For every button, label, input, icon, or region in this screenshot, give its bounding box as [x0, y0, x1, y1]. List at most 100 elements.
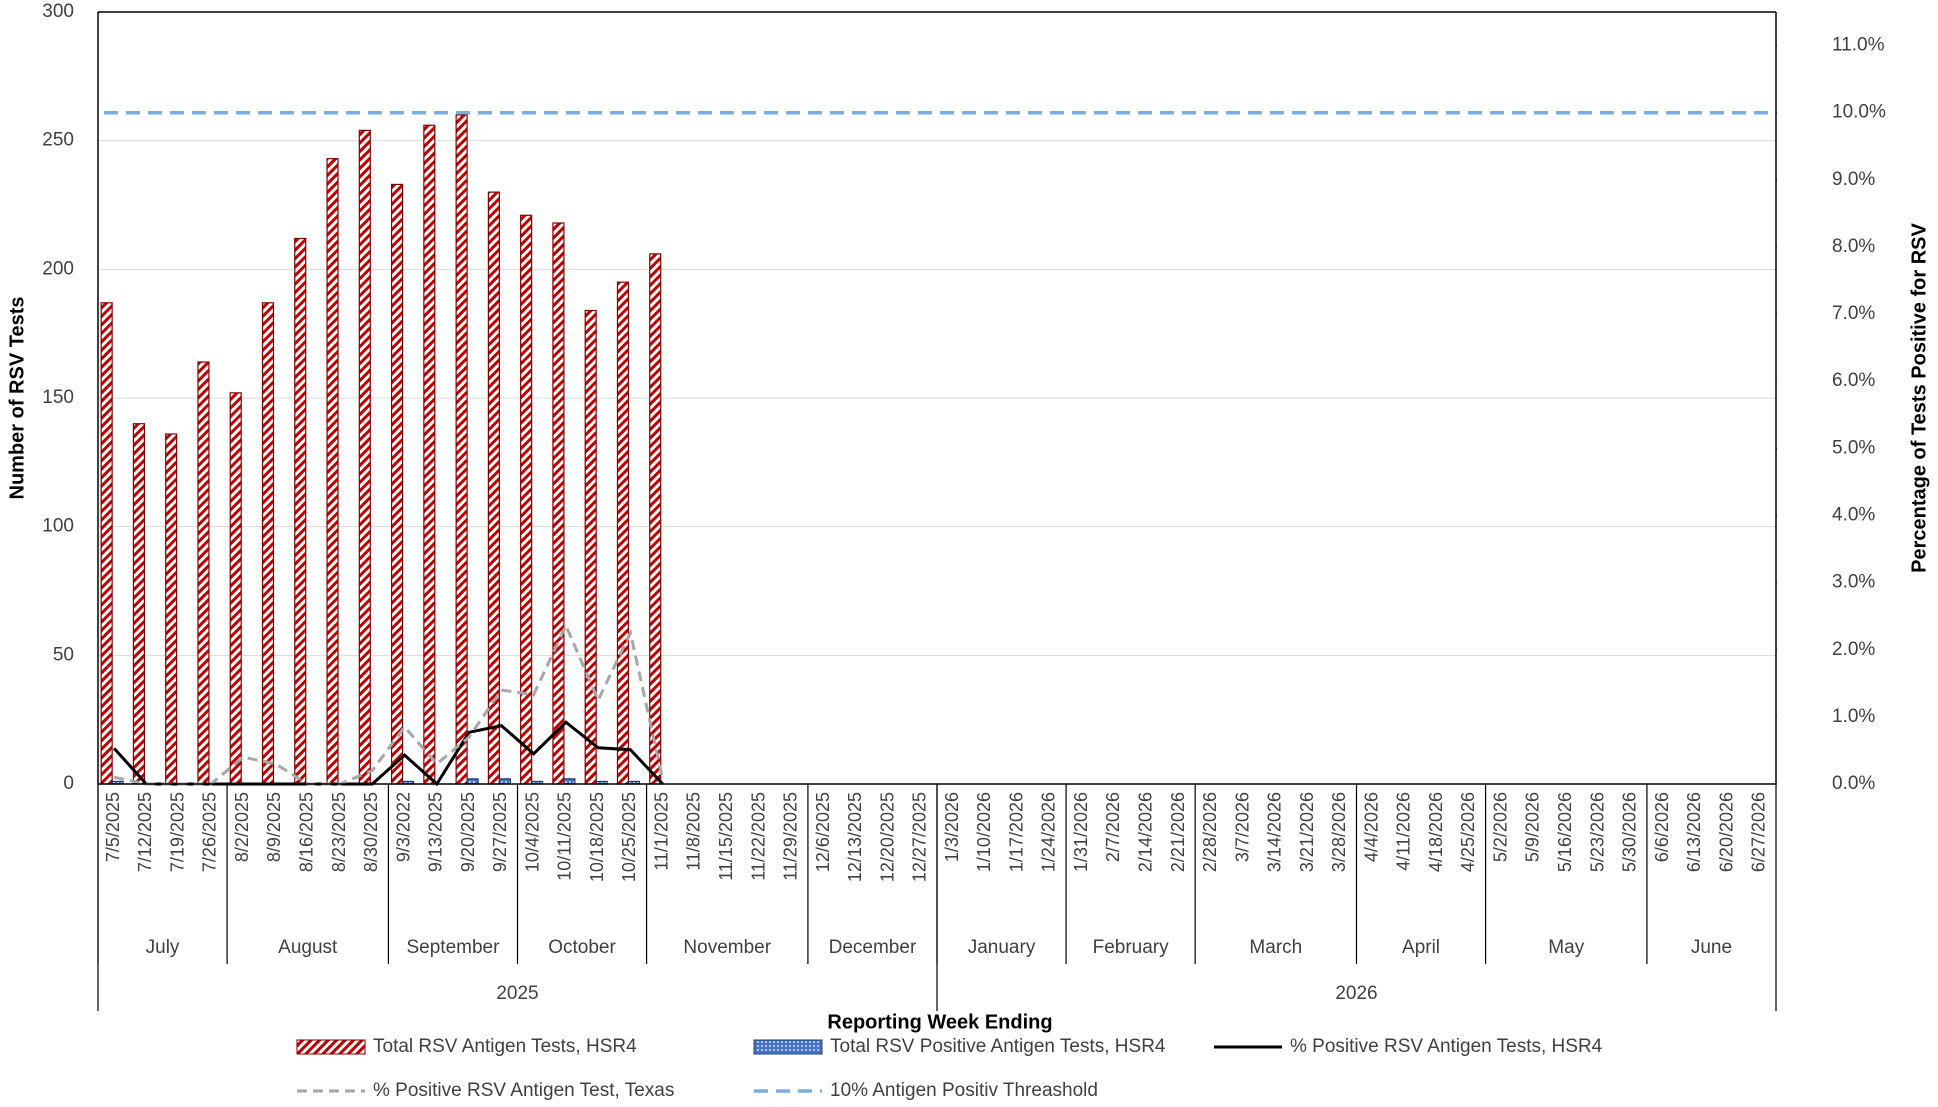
bar [358, 129, 371, 785]
bar [649, 253, 662, 785]
x-tick-label: 2/7/2026 [1103, 792, 1123, 862]
bar [261, 302, 275, 785]
x-tick-label: 4/11/2026 [1394, 792, 1414, 871]
bar [165, 433, 178, 785]
x-tick-label: 11/29/2025 [781, 792, 801, 881]
x-tick-label: 11/1/2025 [651, 792, 671, 871]
y-tick-label: 50 [53, 644, 74, 665]
x-tick-label: 2/14/2026 [1136, 792, 1156, 872]
x-tick-label: 12/6/2025 [813, 792, 833, 872]
x-tick-label: 1/31/2026 [1071, 792, 1091, 872]
x-tick-label: 9/3/2022 [393, 792, 413, 862]
y-tick-label: 300 [42, 1, 74, 22]
x-tick-label: 11/15/2025 [716, 792, 736, 881]
x-tick-label: 8/23/2025 [329, 792, 349, 872]
month-label: May [1548, 937, 1584, 958]
y2-axis-title: Percentage of Tests Positive for RSV [1908, 222, 1930, 572]
bar [563, 778, 576, 785]
x-axis-title: Reporting Week Ending [827, 1011, 1052, 1033]
y2-tick-label: 11.0% [1832, 35, 1885, 56]
x-tick-label: 6/27/2026 [1749, 792, 1769, 872]
x-tick-label: 8/9/2025 [264, 792, 284, 862]
x-tick-label: 9/13/2025 [426, 792, 446, 872]
bar [294, 237, 307, 785]
month-label: April [1402, 937, 1440, 958]
line-series [113, 621, 665, 786]
x-tick-label: 6/13/2026 [1684, 792, 1704, 872]
y-tick-label: 250 [42, 130, 74, 151]
bar [498, 778, 511, 785]
year-label: 2026 [1335, 983, 1377, 1004]
y2-tick-label: 0.0% [1832, 773, 1875, 794]
x-tick-label: 11/8/2025 [684, 792, 704, 871]
line-series [113, 720, 664, 787]
y2-tick-label: 7.0% [1832, 303, 1875, 324]
x-tick-label: 5/23/2026 [1587, 792, 1607, 872]
bar [423, 124, 436, 785]
x-tick-label: 1/17/2026 [1006, 792, 1026, 872]
x-tick-label: 6/20/2026 [1716, 792, 1736, 872]
x-tick-label: 9/27/2025 [490, 792, 510, 872]
x-tick-label: 1/3/2026 [942, 792, 962, 862]
month-label: June [1691, 937, 1732, 958]
bar [197, 361, 210, 785]
x-tick-label: 1/24/2026 [1039, 792, 1059, 872]
x-tick-label: 1/10/2026 [974, 792, 994, 872]
x-tick-label: 2/21/2026 [1168, 792, 1188, 872]
legend-label: 10% Antigen Positiv Threashold [830, 1080, 1098, 1101]
x-tick-label: 10/11/2025 [555, 792, 575, 881]
month-label: August [278, 937, 338, 958]
bar [100, 302, 113, 785]
legend-label: Total RSV Positive Antigen Tests, HSR4 [830, 1036, 1166, 1057]
x-tick-label: 8/30/2025 [361, 792, 381, 872]
bar [520, 214, 533, 785]
x-tick-label: 9/20/2025 [458, 792, 478, 872]
legend-label: % Positive RSV Antigen Tests, HSR4 [1290, 1036, 1603, 1057]
x-tick-label: 2/28/2026 [1200, 792, 1220, 872]
month-label: October [548, 937, 616, 958]
x-tick-label: 3/7/2026 [1232, 792, 1252, 862]
legend-symbol [753, 1039, 823, 1055]
x-tick-label: 12/27/2025 [910, 792, 930, 882]
bar [390, 183, 404, 785]
x-tick-label: 5/16/2026 [1555, 792, 1575, 872]
x-tick-label: 3/14/2026 [1265, 792, 1285, 872]
x-tick-label: 10/18/2025 [587, 792, 607, 882]
x-tick-label: 12/20/2025 [877, 792, 897, 882]
bar [552, 222, 565, 785]
x-tick-label: 8/16/2025 [297, 792, 317, 872]
bar [584, 309, 597, 785]
y2-tick-label: 5.0% [1832, 437, 1875, 458]
x-tick-label: 10/25/2025 [619, 792, 639, 882]
y-axis-title: Number of RSV Tests [6, 297, 28, 500]
month-label: July [146, 937, 180, 958]
x-tick-label: 5/9/2026 [1523, 792, 1543, 862]
bar [466, 778, 479, 785]
x-tick-label: 4/25/2026 [1458, 792, 1478, 872]
month-label: December [829, 937, 917, 958]
y-tick-label: 200 [42, 258, 74, 279]
x-tick-label: 8/2/2025 [232, 792, 252, 862]
legend-label: % Positive RSV Antigen Test, Texas [373, 1080, 674, 1101]
bar [132, 423, 146, 785]
x-tick-label: 6/6/2026 [1652, 792, 1672, 862]
year-label: 2025 [496, 983, 538, 1004]
y2-tick-label: 10.0% [1832, 102, 1886, 123]
legend-symbol [296, 1039, 366, 1055]
x-tick-label: 3/28/2026 [1329, 792, 1349, 872]
month-label: November [683, 937, 771, 958]
month-label: September [406, 937, 500, 958]
y-tick-label: 0 [63, 773, 74, 794]
bar [616, 281, 630, 785]
x-tick-label: 4/18/2026 [1426, 792, 1446, 872]
x-tick-label: 12/13/2025 [845, 792, 865, 882]
x-tick-label: 7/5/2025 [103, 792, 123, 862]
month-label: March [1249, 937, 1302, 958]
x-tick-label: 10/4/2025 [522, 792, 542, 872]
legend-label: Total RSV Antigen Tests, HSR4 [373, 1036, 637, 1057]
y-tick-label: 150 [42, 387, 74, 408]
x-tick-label: 7/26/2025 [200, 792, 220, 872]
bar [229, 392, 242, 785]
x-tick-label: 5/30/2026 [1620, 792, 1640, 872]
